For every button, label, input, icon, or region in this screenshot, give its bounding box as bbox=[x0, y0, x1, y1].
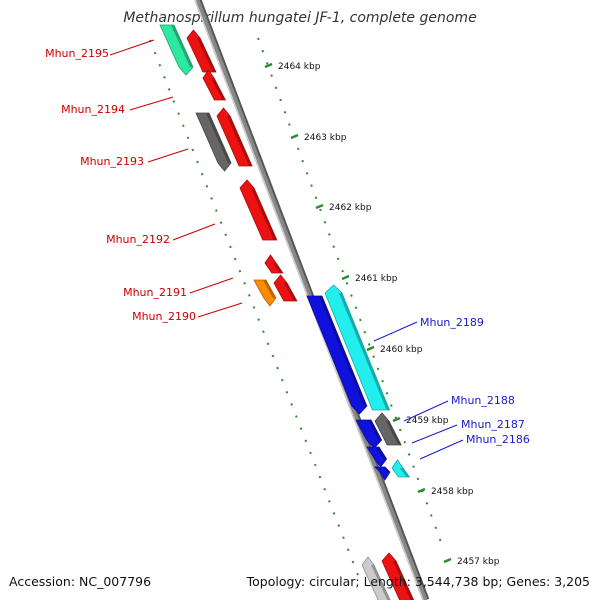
gene-block-shade bbox=[284, 283, 297, 301]
gene-block-shade bbox=[382, 467, 390, 472]
kbp-major-tick bbox=[341, 274, 350, 281]
kbp-major-tick bbox=[417, 487, 426, 494]
accession-text: Accession: NC_007796 bbox=[9, 574, 152, 589]
gene-block-shade bbox=[273, 263, 283, 273]
gene-block-shade bbox=[211, 78, 226, 100]
gene-label[interactable]: Mhun_2186 bbox=[466, 433, 530, 446]
gene-label[interactable]: Mhun_2191 bbox=[123, 286, 187, 299]
kbp-tick-label: 2459 kbp bbox=[406, 416, 449, 426]
kbp-tick-label: 2464 kbp bbox=[278, 62, 321, 72]
kbp-tick-label: 2461 kbp bbox=[355, 274, 398, 284]
gene-block-shade bbox=[263, 280, 276, 298]
kbp-major-tick bbox=[392, 416, 401, 423]
label-leader-line bbox=[419, 439, 464, 460]
gene-block-shade bbox=[386, 421, 402, 445]
map-title: Methanospirillum hungatei JF-1, complete… bbox=[123, 10, 477, 26]
gene-block-shade bbox=[251, 188, 277, 240]
gene-label[interactable]: Mhun_2195 bbox=[45, 47, 109, 60]
kbp-major-tick bbox=[443, 557, 452, 564]
label-leader-line bbox=[129, 96, 174, 111]
gene-label[interactable]: Mhun_2188 bbox=[451, 394, 515, 407]
inner-tick-track bbox=[149, 39, 359, 576]
label-leader-line bbox=[189, 277, 234, 294]
gene-block-shade bbox=[171, 25, 193, 67]
kbp-major-tick bbox=[366, 345, 375, 352]
kbp-tick-label: 2462 kbp bbox=[329, 203, 372, 213]
gene-label[interactable]: Mhun_2189 bbox=[420, 316, 484, 329]
gene-block-shade bbox=[319, 296, 367, 406]
topology-text: Topology: circular; Length: 3,544,738 bp… bbox=[246, 574, 590, 589]
kbp-major-tick bbox=[315, 203, 324, 210]
gene-block-shade bbox=[227, 116, 253, 166]
gene-block-shade bbox=[206, 113, 232, 163]
gene-block-shade bbox=[393, 561, 414, 600]
label-leader-line bbox=[109, 39, 155, 56]
label-leader-line bbox=[147, 148, 189, 163]
kbp-tick-label: 2460 kbp bbox=[380, 345, 423, 355]
kbp-major-tick bbox=[264, 62, 273, 69]
gene-block-shade bbox=[368, 420, 382, 440]
kbp-tick-label: 2458 kbp bbox=[431, 487, 474, 497]
gene-block-shade bbox=[371, 565, 391, 600]
gene-label[interactable]: Mhun_2192 bbox=[106, 233, 170, 246]
gene-block-shade bbox=[197, 38, 216, 72]
gene-label[interactable]: Mhun_2194 bbox=[61, 103, 125, 116]
label-leader-line bbox=[373, 321, 418, 342]
kbp-major-tick bbox=[290, 133, 299, 140]
label-leader-line bbox=[403, 400, 449, 422]
gene-label[interactable]: Mhun_2193 bbox=[80, 155, 144, 168]
label-leader-line bbox=[172, 223, 216, 241]
gene-block-shade bbox=[376, 447, 387, 459]
label-leader-line bbox=[411, 424, 458, 444]
label-leader-line bbox=[197, 302, 243, 318]
kbp-tick-label: 2463 kbp bbox=[304, 133, 347, 143]
gene-block-shade bbox=[400, 468, 410, 477]
gene-block-shade bbox=[339, 293, 390, 410]
gene-label[interactable]: Mhun_2190 bbox=[132, 310, 196, 323]
gene-label[interactable]: Mhun_2187 bbox=[461, 418, 525, 431]
kbp-tick-label: 2457 kbp bbox=[457, 557, 500, 567]
